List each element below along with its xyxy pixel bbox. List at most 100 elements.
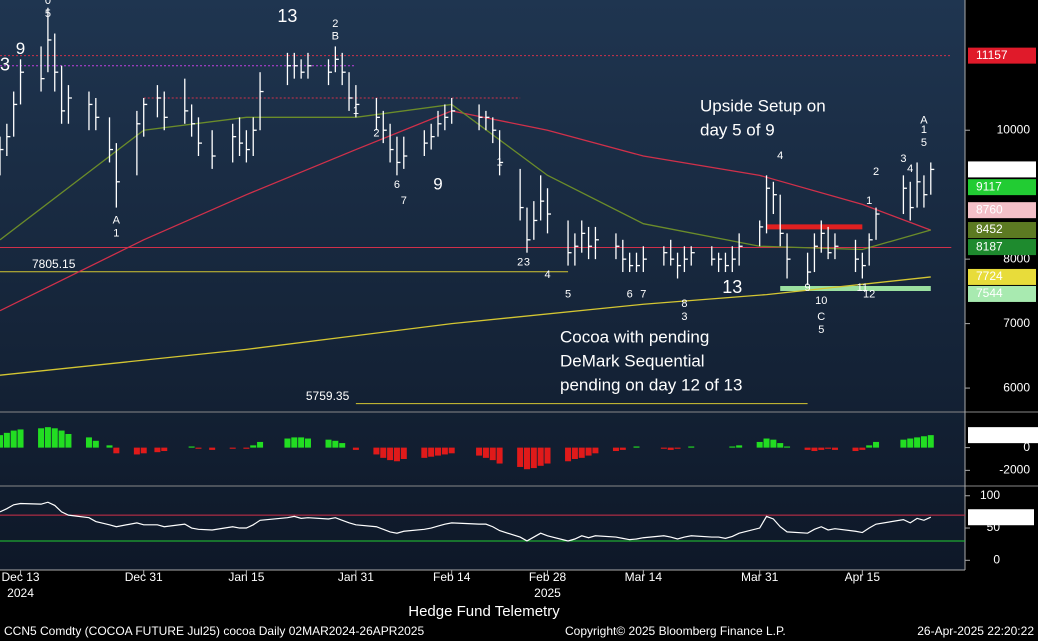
sequential-count: 6 [394, 179, 400, 191]
x-tick-label: Feb 28 [529, 570, 567, 584]
level-label: 7805.15 [32, 257, 76, 271]
histogram-bar [674, 447, 681, 449]
last-value-tag [968, 509, 1034, 526]
level-label: 5759.35 [306, 389, 350, 403]
histogram-bar [920, 436, 927, 448]
histogram-bar [859, 447, 866, 450]
histogram-bar [0, 435, 3, 448]
sequential-count: 3 [681, 311, 687, 323]
histogram-bar [257, 441, 264, 448]
sequential-count: 7 [401, 195, 407, 207]
histogram-bar [565, 447, 572, 462]
histogram-bar [393, 447, 400, 462]
histogram-bar [900, 439, 907, 448]
price-tag [968, 285, 1036, 302]
sequential-count: 5 [45, 8, 51, 20]
sequential-count: 2 [332, 18, 338, 30]
sequential-count: 2 [373, 127, 379, 139]
copyright: Copyright© 2025 Bloomberg Finance L.P. [565, 624, 786, 638]
y-tick-label: 6000 [1003, 380, 1030, 394]
price-tag-label: 9117 [976, 179, 1002, 193]
histogram-bar [496, 447, 503, 464]
histogram-bar [161, 447, 168, 452]
sequential-count: 3 [524, 256, 530, 268]
price-tag [968, 179, 1036, 196]
sequential-count: 2 [517, 256, 523, 268]
ticker: CCN5 Comdty (COCOA FUTURE Jul25) cocoa D… [4, 624, 424, 638]
histogram-bar [38, 428, 45, 448]
x-tick-label: Feb 14 [433, 570, 471, 584]
histogram-bar [65, 433, 72, 448]
histogram-bar [770, 439, 777, 448]
histogram-bar [544, 447, 551, 464]
price-tag [968, 239, 1036, 256]
price-tag [968, 222, 1036, 239]
sequential-count: 13 [722, 277, 742, 297]
sequential-count: 9 [433, 175, 442, 194]
histogram-bar [113, 447, 120, 454]
sequential-count: 1 [497, 156, 503, 168]
histogram-bar [756, 441, 763, 448]
histogram-bar [448, 447, 455, 454]
histogram-bar [914, 437, 921, 448]
annotation: Upside Setup on [700, 96, 826, 115]
x-tick-label: Mar 31 [741, 570, 779, 584]
histogram-bar [332, 440, 339, 448]
histogram-bar [907, 438, 914, 448]
annotation: day 5 of 9 [700, 120, 775, 139]
sequential-count: 7 [640, 289, 646, 301]
x-tick-label: Jan 15 [228, 570, 264, 584]
price-tag-label: 7724 [976, 269, 1003, 283]
sequential-count: 4 [777, 150, 783, 162]
histogram-bar [154, 447, 161, 453]
histogram-bar [339, 443, 346, 448]
y-tick-label: 0 [1023, 440, 1030, 454]
histogram-bar [825, 447, 832, 449]
price-tag-label: 8452 [976, 222, 1003, 236]
histogram-bar [927, 435, 934, 448]
year-label: 2024 [7, 586, 34, 600]
sequential-count: 6 [627, 289, 633, 301]
y-tick-label: 100 [980, 488, 1000, 502]
sequential-count: 3 [900, 153, 906, 165]
sequential-count: C [817, 311, 825, 323]
histogram-bar [866, 445, 873, 448]
histogram-bar [667, 447, 674, 450]
sequential-count: A [113, 214, 121, 226]
histogram-bar [229, 447, 236, 449]
sequential-count: 4 [544, 269, 550, 281]
histogram-bar [482, 447, 489, 458]
histogram-bar [619, 447, 626, 450]
x-tick-label: Apr 15 [845, 570, 881, 584]
histogram-bar [537, 447, 544, 466]
sequential-count: 8 [681, 298, 687, 310]
last-value-label: 1098.0913 [972, 427, 1029, 441]
sequential-count: 5 [565, 289, 571, 301]
histogram-bar [517, 447, 524, 467]
sequential-count: 5 [921, 137, 927, 149]
x-tick-label: Dec 13 [2, 570, 40, 584]
x-tick-label: Dec 31 [125, 570, 163, 584]
sequential-count: 9 [16, 39, 25, 58]
histogram-bar [400, 447, 407, 459]
brand: Hedge Fund Telemetry [408, 603, 560, 620]
sequential-count: A [920, 114, 928, 126]
sequential-count: 9 [805, 282, 811, 294]
histogram-bar [873, 441, 880, 448]
histogram-bar [441, 447, 448, 455]
histogram-bar [188, 446, 195, 448]
histogram-bar [44, 427, 51, 448]
sequential-count: 10 [815, 295, 827, 307]
histogram-bar [3, 432, 10, 448]
histogram-bar [736, 445, 743, 448]
histogram-bar [421, 447, 428, 458]
histogram-bar [578, 447, 585, 458]
annotation: Cocoa with pending [560, 327, 709, 346]
sequential-count: B [332, 31, 339, 43]
histogram-bar [763, 438, 770, 448]
histogram-bar [571, 447, 578, 459]
sequential-count: 1 [866, 195, 872, 207]
histogram-bar [660, 447, 667, 449]
histogram-bar [195, 447, 202, 449]
price-tag [968, 268, 1036, 285]
